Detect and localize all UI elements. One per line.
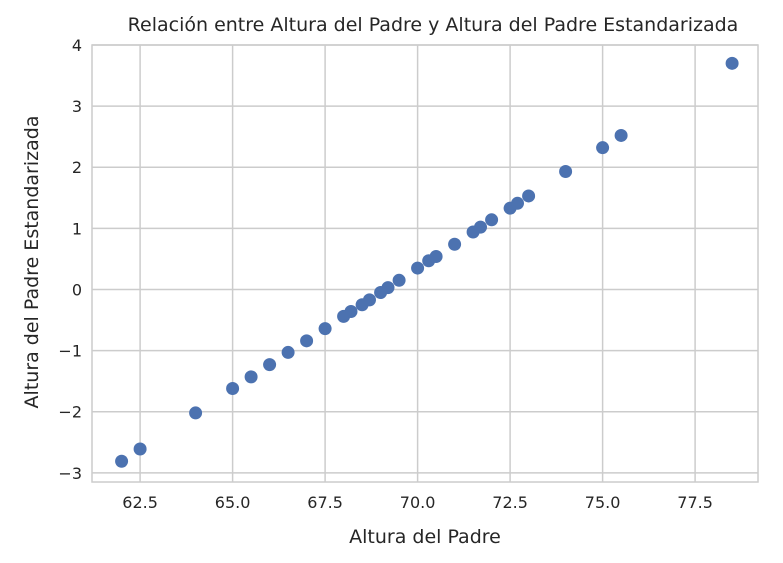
data-point xyxy=(725,56,739,70)
x-tick-labels: 62.5 65.0 67.5 70.0 72.5 75.0 77.5 xyxy=(122,493,713,512)
y-tick-label: 1 xyxy=(72,219,82,238)
data-point xyxy=(344,304,358,318)
data-point xyxy=(522,189,536,203)
data-point xyxy=(485,213,499,227)
data-point xyxy=(474,220,487,234)
data-point xyxy=(448,237,462,251)
data-point xyxy=(281,345,295,359)
data-point xyxy=(614,128,628,142)
x-tick-label: 65.0 xyxy=(215,493,251,512)
y-tick-label: 2 xyxy=(72,158,82,177)
data-point xyxy=(115,454,129,468)
data-point xyxy=(559,165,573,179)
y-tick-label: −2 xyxy=(58,403,82,422)
y-tick-label: −3 xyxy=(58,464,82,483)
data-point xyxy=(363,293,376,307)
plot-frame xyxy=(91,44,759,483)
data-point xyxy=(411,261,425,275)
y-tick-label: −1 xyxy=(58,342,82,361)
x-tick-label: 67.5 xyxy=(307,493,343,512)
x-tick-label: 72.5 xyxy=(492,493,528,512)
y-tick-label: 4 xyxy=(72,36,82,55)
data-point xyxy=(381,281,395,295)
x-tick-label: 75.0 xyxy=(585,493,621,512)
data-point xyxy=(244,370,258,384)
y-axis-label: Altura del Padre Estandarizada xyxy=(21,116,43,409)
x-tick-label: 70.0 xyxy=(400,493,436,512)
data-point xyxy=(511,196,524,210)
chart-title: Relación entre Altura del Padre y Altura… xyxy=(128,14,739,36)
data-point xyxy=(226,381,240,395)
data-point xyxy=(596,141,610,155)
data-point xyxy=(392,273,406,287)
data-point xyxy=(263,358,277,372)
y-tick-label: 3 xyxy=(72,97,82,116)
data-point xyxy=(133,442,147,456)
data-point xyxy=(429,249,443,263)
data-point xyxy=(318,322,332,336)
y-tick-labels: −3 −2 −1 0 1 2 3 4 xyxy=(58,36,82,483)
x-axis-label: Altura del Padre xyxy=(349,526,501,548)
x-tick-label: 62.5 xyxy=(122,493,158,512)
grid-lines xyxy=(92,44,758,482)
y-tick-label: 0 xyxy=(72,280,82,299)
data-point xyxy=(189,406,203,420)
data-points xyxy=(115,56,739,468)
data-point xyxy=(300,334,314,348)
x-tick-label: 77.5 xyxy=(677,493,713,512)
